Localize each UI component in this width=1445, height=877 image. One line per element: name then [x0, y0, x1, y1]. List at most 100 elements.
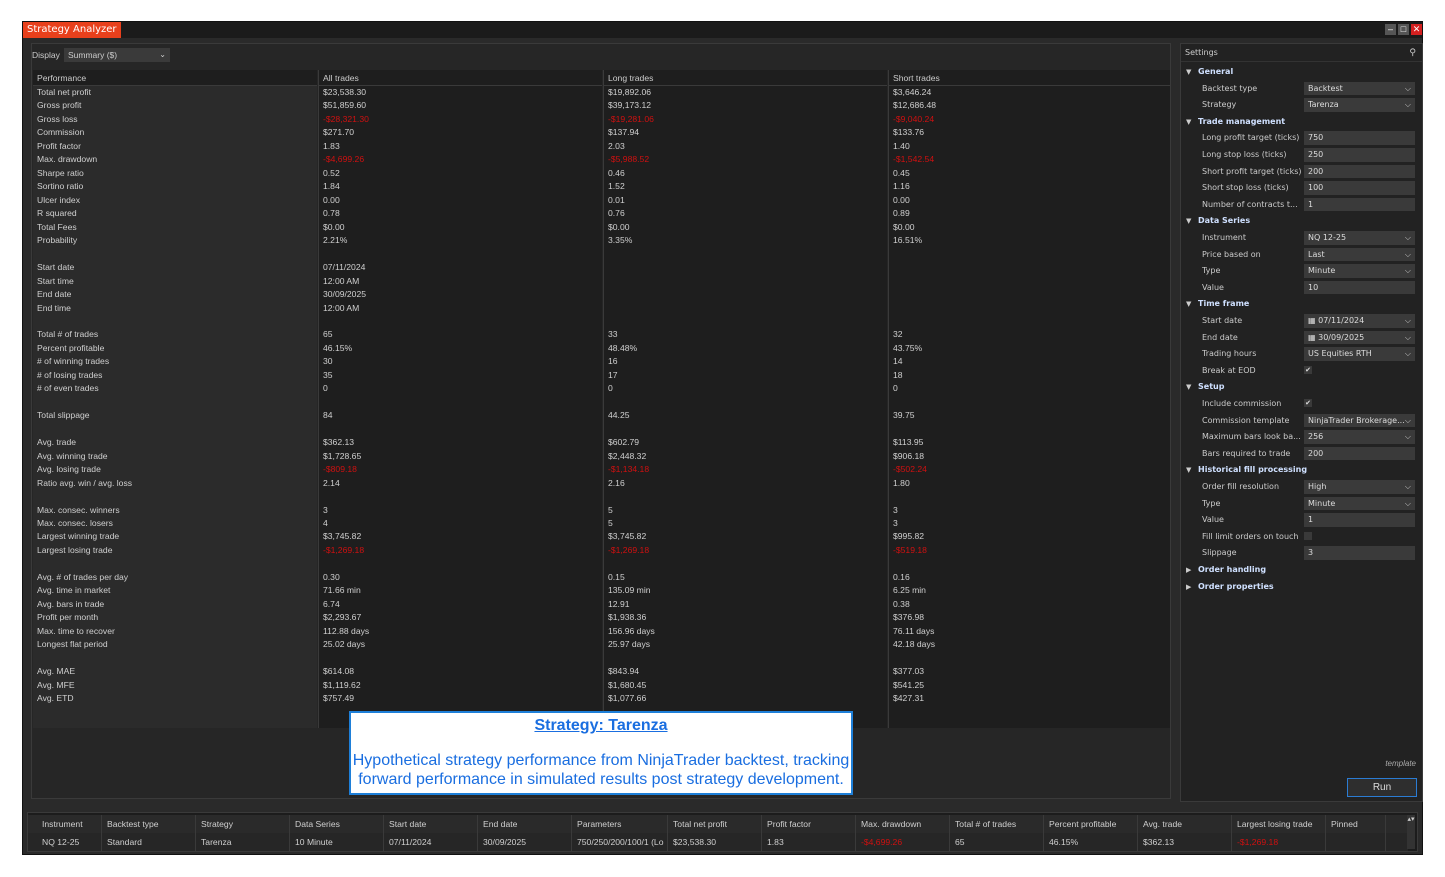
- pinned-checkbox[interactable]: [1326, 833, 1386, 851]
- category-label[interactable]: General: [1198, 67, 1234, 76]
- chevron-down-icon[interactable]: ⌵: [1404, 233, 1411, 242]
- metric-value: $113.95: [893, 437, 924, 448]
- collapse-triangle-icon[interactable]: ▼: [1186, 383, 1192, 392]
- category-label[interactable]: Order properties: [1198, 581, 1274, 591]
- grid-column-header[interactable]: Strategy: [196, 815, 290, 833]
- metric-value: [604, 490, 887, 503]
- calendar-icon[interactable]: ▦: [1308, 316, 1319, 325]
- calendar-icon[interactable]: ▦: [1308, 332, 1319, 342]
- setting-input[interactable]: 1: [1304, 513, 1415, 527]
- setting-select[interactable]: NinjaTrader Brokerage... ⌵: [1304, 413, 1415, 428]
- chevron-down-icon[interactable]: ⌵: [1404, 498, 1411, 508]
- category-label[interactable]: Order handling: [1198, 565, 1267, 574]
- chevron-down-icon[interactable]: ⌵: [1404, 332, 1411, 342]
- setting-input[interactable]: 100: [1304, 181, 1415, 195]
- setting-input[interactable]: 3: [1304, 546, 1415, 560]
- grid-column-header[interactable]: Instrument: [28, 815, 102, 833]
- chevron-down-icon[interactable]: ⌵: [1404, 100, 1411, 110]
- grid-column-header[interactable]: Avg. trade: [1138, 815, 1232, 833]
- metric-value: 0.16: [893, 571, 910, 582]
- grid-column-header[interactable]: Total net profit: [668, 815, 762, 833]
- setting-select[interactable]: Minute ⌵: [1304, 264, 1415, 278]
- column-header[interactable]: Long trades: [604, 70, 887, 86]
- setting-checkbox[interactable]: [1304, 531, 1312, 540]
- settings-panel: Settings ⚲ ▼ General Backtest type Backtest ⌵…: [1180, 43, 1423, 802]
- chevron-down-icon[interactable]: ⌵: [1404, 316, 1411, 325]
- setting-input[interactable]: 250: [1304, 148, 1415, 162]
- category-label[interactable]: Trade management: [1198, 116, 1286, 126]
- grid-column-header[interactable]: Profit factor: [762, 815, 856, 833]
- chevron-down-icon[interactable]: ⌵: [1404, 266, 1411, 276]
- settings-row: Slippage 3: [1181, 545, 1422, 562]
- chevron-down-icon[interactable]: ⌵: [1404, 249, 1411, 259]
- setting-input[interactable]: 200: [1304, 446, 1415, 461]
- setting-select[interactable]: Minute ⌵: [1304, 496, 1415, 511]
- grid-column-header[interactable]: Backtest type: [102, 815, 196, 833]
- grid-column-header[interactable]: Parameters: [572, 815, 668, 833]
- setting-select[interactable]: ▦ 07/11/2024 ⌵: [1304, 314, 1415, 328]
- setting-input[interactable]: 200: [1304, 164, 1415, 179]
- category-label[interactable]: Historical fill processing: [1198, 465, 1308, 475]
- grid-column-header[interactable]: Max. drawdown: [856, 815, 950, 833]
- setting-input[interactable]: 1: [1304, 197, 1415, 212]
- grid-column-header[interactable]: End date: [478, 815, 572, 833]
- chevron-down-icon[interactable]: ⌵: [1404, 482, 1411, 491]
- collapse-triangle-icon[interactable]: ▼: [1186, 217, 1192, 226]
- template-link[interactable]: template: [1385, 759, 1416, 768]
- category-label[interactable]: Data Series: [1198, 216, 1251, 226]
- grid-scrollbar[interactable]: ▴▾: [1407, 815, 1415, 849]
- setting-select[interactable]: 256 ⌵: [1304, 430, 1415, 444]
- setting-select[interactable]: ▦ 30/09/2025 ⌵: [1304, 330, 1415, 345]
- collapse-triangle-icon[interactable]: ▼: [1186, 300, 1192, 309]
- column-header[interactable]: All trades: [319, 70, 602, 86]
- category-label[interactable]: Time frame: [1198, 299, 1250, 309]
- pin-icon[interactable]: ⚲: [1409, 48, 1416, 58]
- grid-column-header[interactable]: Percent profitable: [1044, 815, 1138, 833]
- settings-category: ▶ Order handling: [1181, 562, 1422, 579]
- metric-value: -$4,699.26: [323, 154, 365, 165]
- collapse-triangle-icon[interactable]: ▼: [1186, 466, 1192, 475]
- grid-column-header[interactable]: Start date: [384, 815, 478, 833]
- grid-cell: 10 Minute: [290, 833, 384, 851]
- chevron-down-icon[interactable]: ⌵: [1404, 415, 1411, 425]
- metric-label: Total slippage: [37, 410, 90, 421]
- grid-row[interactable]: NQ 12-25 Standard Tarenza 10 Minute 07/11/20…: [28, 833, 1408, 851]
- expand-triangle-icon[interactable]: ▶: [1186, 566, 1192, 574]
- metric-label: Max. consec. winners: [37, 504, 120, 515]
- grid-column-header[interactable]: Largest losing trade: [1232, 815, 1326, 833]
- grid-column-header[interactable]: Pinned: [1326, 815, 1386, 833]
- expand-triangle-icon[interactable]: ▶: [1186, 582, 1192, 591]
- minimize-icon[interactable]: –: [1385, 24, 1396, 35]
- chevron-down-icon[interactable]: ⌵: [1404, 83, 1411, 93]
- setting-select[interactable]: NQ 12-25 ⌵: [1304, 231, 1415, 245]
- close-icon[interactable]: ✕: [1411, 24, 1422, 35]
- collapse-triangle-icon[interactable]: ▼: [1186, 68, 1192, 76]
- metric-value: [604, 261, 887, 274]
- grid-column-header[interactable]: Data Series: [290, 815, 384, 833]
- grid-cell: $23,538.30: [668, 833, 762, 851]
- category-label[interactable]: Setup: [1198, 382, 1225, 392]
- column-header[interactable]: Short trades: [889, 70, 1170, 86]
- metric-value: [889, 490, 1170, 503]
- collapse-triangle-icon[interactable]: ▼: [1186, 117, 1192, 126]
- setting-input[interactable]: 10: [1304, 280, 1415, 295]
- chevron-down-icon[interactable]: ⌵: [1404, 349, 1411, 359]
- setting-checkbox[interactable]: ✔: [1304, 399, 1312, 407]
- maximize-icon[interactable]: □: [1398, 24, 1409, 35]
- setting-input[interactable]: 750: [1304, 131, 1415, 145]
- setting-select[interactable]: Backtest ⌵: [1304, 81, 1415, 96]
- setting-select[interactable]: Tarenza ⌵: [1304, 98, 1415, 112]
- setting-select[interactable]: High ⌵: [1304, 480, 1415, 494]
- setting-select[interactable]: US Equities RTH ⌵: [1304, 347, 1415, 361]
- grid-cell: 30/09/2025: [478, 833, 572, 851]
- column-header[interactable]: Performance: [33, 70, 317, 86]
- metric-value: [889, 396, 1170, 409]
- display-select[interactable]: Summary ($) ⌄: [64, 48, 170, 62]
- settings-row: Fill limit orders on touch: [1181, 529, 1422, 546]
- run-button[interactable]: Run: [1347, 778, 1417, 797]
- chevron-down-icon[interactable]: ⌵: [1404, 432, 1411, 442]
- performance-panel: Display Summary ($) ⌄ Performance Total ne…: [31, 43, 1171, 799]
- grid-column-header[interactable]: Total # of trades: [950, 815, 1044, 833]
- setting-checkbox[interactable]: ✔: [1304, 365, 1312, 374]
- setting-select[interactable]: Last ⌵: [1304, 247, 1415, 262]
